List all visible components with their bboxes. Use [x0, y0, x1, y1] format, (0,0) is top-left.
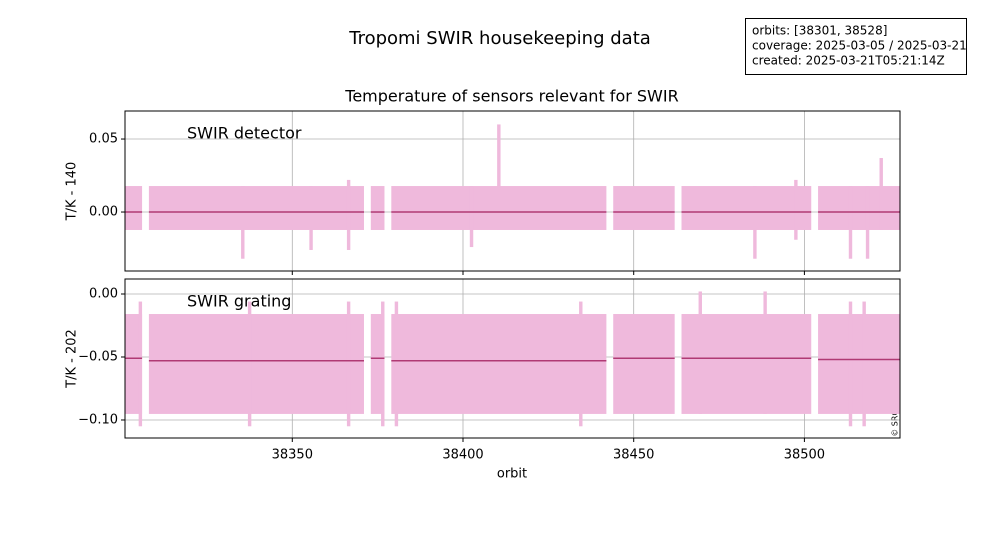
- range-bar: [125, 186, 143, 230]
- range-spike: [138, 301, 143, 427]
- info-box: [745, 18, 967, 75]
- range-spike: [497, 124, 501, 230]
- range-spike: [241, 186, 245, 259]
- x-tick-label: 38500: [784, 448, 825, 463]
- range-spike: [247, 301, 252, 427]
- plot-area: [125, 111, 900, 271]
- range-spike: [763, 291, 767, 414]
- range-spike: [794, 179, 798, 240]
- range-spike: [879, 158, 883, 230]
- range-spike: [394, 301, 399, 427]
- range-bar: [148, 314, 364, 414]
- range-spike: [346, 179, 351, 250]
- range-spike: [698, 291, 702, 414]
- chart-title: Temperature of sensors relevant for SWIR: [344, 87, 678, 106]
- range-bar: [370, 186, 385, 230]
- y-tick-label: 0.00: [89, 286, 118, 301]
- range-spike: [753, 186, 757, 259]
- range-spike: [865, 186, 870, 259]
- range-spike: [862, 301, 866, 427]
- panel-label: SWIR grating: [187, 292, 291, 311]
- y-axis-label: T/K - 202: [65, 329, 80, 389]
- range-spike: [346, 301, 351, 427]
- axes-frame: [124, 278, 901, 439]
- info-line: coverage: 2025-03-05 / 2025-03-21: [752, 39, 967, 53]
- y-tick-label: −0.05: [78, 349, 118, 364]
- range-bar: [818, 186, 900, 230]
- info-line: orbits: [38301, 38528]: [752, 24, 887, 38]
- range-bar: [148, 186, 364, 230]
- y-tick-label: 0.05: [89, 132, 118, 147]
- x-tick-label: 38400: [442, 448, 483, 463]
- range-bar: [818, 314, 900, 414]
- range-bar: [125, 314, 143, 414]
- x-axis-label: orbit: [497, 467, 527, 482]
- figure-title: Tropomi SWIR housekeeping data: [348, 28, 651, 49]
- range-spike: [848, 186, 853, 259]
- info-line: created: 2025-03-21T05:21:14Z: [752, 54, 945, 68]
- range-bar: [391, 314, 607, 414]
- range-spike: [309, 186, 313, 250]
- range-bar: [681, 314, 812, 414]
- x-tick-label: 38350: [272, 448, 313, 463]
- plot-area: [125, 279, 900, 438]
- range-spike: [469, 186, 474, 248]
- x-tick-label: 38450: [613, 448, 654, 463]
- range-spike: [579, 301, 583, 427]
- range-bar: [613, 314, 675, 414]
- y-tick-label: 0.00: [89, 205, 118, 220]
- range-bar: [681, 186, 812, 230]
- axes-frame: [124, 110, 901, 272]
- panel-label: SWIR detector: [187, 124, 302, 143]
- y-tick-label: −0.10: [78, 412, 118, 427]
- range-bar: [613, 186, 675, 230]
- y-axis-label: T/K - 140: [65, 162, 80, 222]
- range-spike: [848, 301, 853, 427]
- range-spike: [381, 301, 385, 427]
